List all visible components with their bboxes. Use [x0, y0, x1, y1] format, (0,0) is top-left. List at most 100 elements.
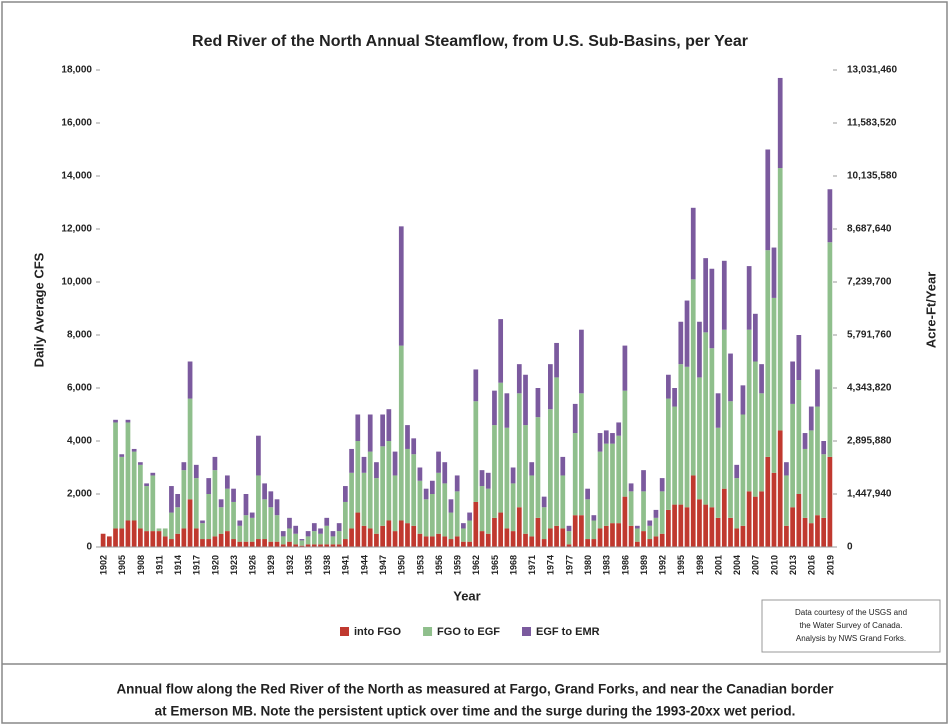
bar-segment [672, 504, 677, 547]
bar-segment [585, 499, 590, 540]
x-tick-label: 1941 [341, 555, 351, 575]
bar-segment [510, 467, 516, 484]
bar-segment [417, 467, 423, 481]
bar-segment [622, 390, 628, 497]
bar-segment [318, 533, 323, 545]
bar-segment [597, 528, 603, 547]
bar-segment [641, 470, 646, 492]
bar-segment [169, 512, 174, 540]
bar-segment [740, 414, 746, 526]
bar-segment [759, 364, 764, 394]
bar-segment [690, 207, 696, 280]
bar-segment [162, 536, 168, 547]
bar-segment [343, 486, 348, 502]
bar-segment [672, 388, 677, 407]
bar-segment [398, 345, 404, 521]
x-tick-label: 1995 [676, 555, 686, 575]
bar-segment [827, 242, 833, 457]
bar-segment [628, 525, 634, 547]
bar-segment [224, 475, 230, 489]
bar-segment [610, 523, 615, 547]
bar-segment [703, 504, 709, 547]
bar-segment [411, 525, 417, 547]
y2ticks-label: 0 [847, 542, 853, 553]
bar-segment [280, 536, 286, 545]
bar-segment [504, 393, 510, 428]
bar-segment [175, 507, 181, 534]
bar-segment [802, 517, 808, 547]
bar-segment [243, 494, 249, 516]
bar-segment [405, 523, 410, 547]
bar-segment [231, 539, 236, 547]
bar-segment [429, 536, 435, 547]
bar-segment [237, 520, 243, 526]
bar-segment [535, 388, 541, 418]
bar-segment [138, 462, 143, 465]
bar-segment [274, 499, 280, 516]
bar-segment [206, 494, 212, 540]
y2ticks-label: 1,447,940 [847, 489, 892, 500]
bar-segment [554, 377, 559, 526]
bar-segment [448, 539, 454, 547]
bar-segment [448, 499, 454, 513]
bar-segment [150, 475, 156, 532]
bar-segment [765, 456, 771, 547]
bar-segment [181, 462, 187, 471]
bar-segment [106, 536, 112, 547]
bar-segment [479, 486, 485, 532]
bar-segment [305, 536, 311, 545]
bar-segment [442, 536, 448, 547]
bar-segment [641, 531, 646, 547]
x-tick-label: 1968 [508, 555, 518, 575]
bar-segment [144, 483, 149, 487]
bar-segment [249, 541, 255, 547]
bar-segment [131, 448, 137, 452]
bar-segment [343, 539, 348, 547]
y2ticks-label: 8,687,640 [847, 224, 892, 235]
bar-segment [243, 541, 249, 547]
bar-segment [467, 520, 472, 542]
bar-segment [808, 430, 814, 524]
bar-segment [175, 533, 181, 547]
bar-segment [790, 403, 795, 508]
bar-segment [169, 486, 174, 513]
bar-segment [703, 258, 709, 333]
yticks-label: 12,000 [61, 224, 92, 235]
bar-segment [287, 528, 292, 542]
bar-segment [200, 539, 205, 547]
bar-segment [429, 480, 435, 494]
bar-segment [784, 475, 789, 526]
bar-segment [622, 345, 628, 391]
x-tick-label: 1998 [695, 555, 705, 575]
bar-segment [628, 483, 634, 492]
bar-segment [771, 247, 777, 298]
x-tick-label: 1944 [359, 555, 369, 575]
bar-segment [187, 499, 193, 547]
bar-segment [746, 329, 752, 492]
note-text: Data courtesy of the USGS and [795, 608, 907, 617]
bar-segment [181, 470, 187, 529]
bar-segment [380, 525, 386, 547]
bar-segment [492, 390, 497, 426]
x-tick-label: 1953 [415, 555, 425, 575]
bar-segment [473, 369, 479, 402]
bar-segment [808, 406, 814, 431]
x-tick-label: 1908 [136, 555, 146, 575]
bar-segment [560, 475, 566, 529]
bar-segment [343, 501, 348, 540]
bar-segment [641, 491, 646, 532]
bar-segment [796, 494, 802, 547]
bar-segment [529, 462, 535, 476]
x-tick-label: 1932 [285, 555, 295, 575]
bar-segment [249, 517, 255, 542]
x-tick-label: 1950 [397, 555, 407, 575]
bar-segment [162, 528, 168, 537]
bar-segment [206, 478, 212, 494]
bar-segment [752, 361, 758, 497]
bar-segment [759, 393, 764, 492]
bar-segment [311, 531, 317, 545]
bar-segment [554, 342, 559, 378]
bar-segment [461, 523, 466, 529]
bar-segment [560, 528, 566, 547]
bar-segment [119, 454, 125, 457]
